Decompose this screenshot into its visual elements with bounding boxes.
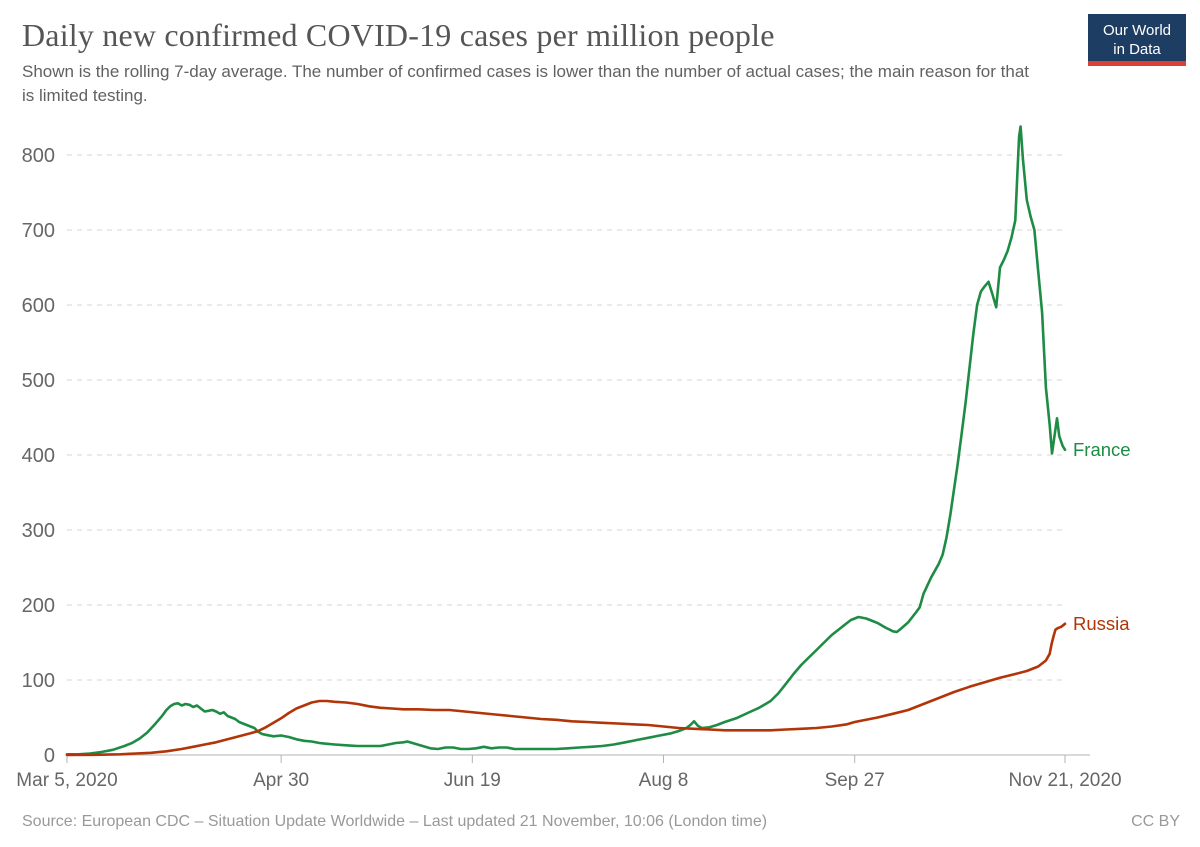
x-axis-tick-label: Aug 8 xyxy=(639,770,689,791)
y-axis-tick-label: 100 xyxy=(22,670,55,692)
y-axis-tick-label: 700 xyxy=(22,220,55,242)
y-axis-tick-label: 200 xyxy=(22,595,55,617)
chart-title: Daily new confirmed COVID-19 cases per m… xyxy=(22,17,775,53)
x-axis-tick-label: Apr 30 xyxy=(253,770,309,791)
x-axis-tick-label: Sep 27 xyxy=(825,770,885,791)
x-axis-tick-label: Nov 21, 2020 xyxy=(1008,770,1121,791)
france-series-label: France xyxy=(1073,439,1131,460)
france-line[interactable] xyxy=(65,125,1067,756)
chart-header: Daily new confirmed COVID-19 cases per m… xyxy=(22,17,1178,108)
y-axis-tick-label: 0 xyxy=(44,745,55,767)
x-axis-tick-label: Jun 19 xyxy=(444,770,501,791)
chart-subtitle: Shown is the rolling 7-day average. The … xyxy=(22,62,1030,106)
source-note: Source: European CDC – Situation Update … xyxy=(22,813,768,830)
license-link[interactable]: CC BY xyxy=(1131,813,1180,830)
y-axis-tick-label: 400 xyxy=(22,445,55,467)
y-axis-tick-label: 300 xyxy=(22,520,55,542)
owid-logo-line2: in Data xyxy=(1113,40,1161,58)
y-axis-tick-label: 600 xyxy=(22,295,55,317)
russia-series-label: Russia xyxy=(1073,613,1130,634)
owid-logo-line1: Our World xyxy=(1102,22,1172,39)
x-axis-tick-label: Mar 5, 2020 xyxy=(16,770,117,791)
owid-logo[interactable]: Our World in Data xyxy=(1088,14,1186,66)
y-axis-tick-label: 800 xyxy=(22,145,55,167)
y-axis-tick-label: 500 xyxy=(22,370,55,392)
chart-footer: Source: European CDC – Situation Update … xyxy=(22,813,1180,831)
russia-line[interactable] xyxy=(65,622,1067,757)
